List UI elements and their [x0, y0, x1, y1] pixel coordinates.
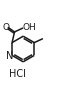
Text: HCl: HCl: [9, 69, 25, 79]
Text: N: N: [6, 51, 13, 61]
Text: OH: OH: [23, 23, 37, 32]
Text: O: O: [3, 23, 10, 32]
